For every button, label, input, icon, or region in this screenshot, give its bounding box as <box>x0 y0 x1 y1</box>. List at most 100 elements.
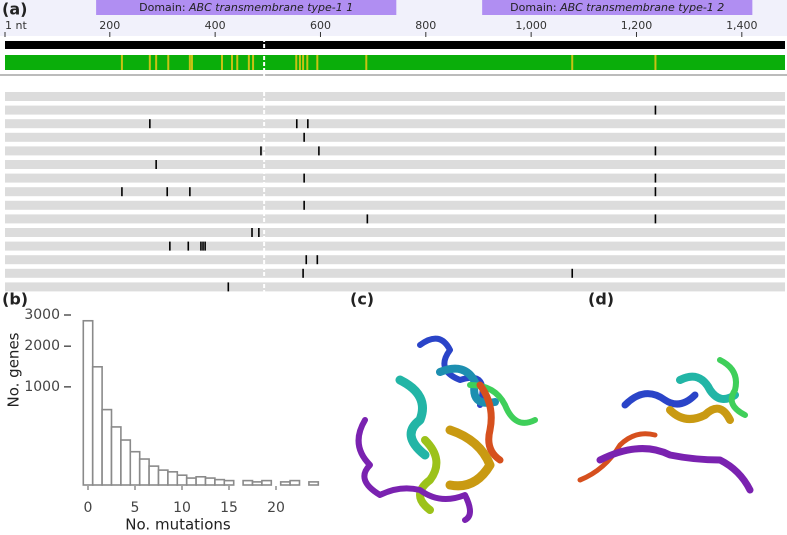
variable-site <box>155 55 158 70</box>
track-row <box>5 132 785 142</box>
variable-site <box>247 55 250 70</box>
panel-label: (d) <box>588 290 614 309</box>
x-tick-label: 1,000 <box>515 19 547 32</box>
variable-site <box>190 55 193 70</box>
helix <box>621 390 699 409</box>
hist-bar <box>82 319 94 486</box>
hist-bar <box>289 479 301 486</box>
mutation <box>200 241 202 251</box>
mutation <box>169 241 171 251</box>
variable-site <box>298 55 301 70</box>
variable-site <box>571 55 574 70</box>
x-tick-label: 800 <box>415 19 436 32</box>
track-row <box>5 255 785 265</box>
helix <box>445 425 495 491</box>
variable-site <box>295 55 298 70</box>
track-row <box>5 214 785 224</box>
variable-site <box>230 55 233 70</box>
x-tick-label: 0 <box>84 500 93 516</box>
hist-bar <box>214 478 226 486</box>
mutation <box>654 187 657 197</box>
domain-name: ABC transmembrane type-1 2 <box>559 1 724 14</box>
variable-site <box>302 55 305 70</box>
mutation <box>258 228 260 237</box>
variable-site <box>365 55 368 70</box>
mutation <box>204 241 206 251</box>
variable-site <box>188 55 191 70</box>
mutation <box>251 228 253 237</box>
helix <box>416 436 441 514</box>
hist-bar <box>138 458 150 486</box>
track-row <box>5 173 785 183</box>
y-tick-label: 1000 <box>24 379 60 395</box>
track-row <box>5 146 785 156</box>
mutation <box>202 241 204 251</box>
mutation <box>303 173 305 183</box>
variable-site <box>148 55 151 70</box>
hist-bar <box>157 469 169 486</box>
track-row <box>5 119 785 129</box>
hist-bar <box>204 477 216 486</box>
y-tick-label: 3000 <box>24 307 60 323</box>
panel-label: (b) <box>2 290 28 309</box>
mutation <box>155 160 157 169</box>
variable-site <box>316 55 319 70</box>
mutation <box>654 173 657 183</box>
x-tick-label: 400 <box>205 19 226 32</box>
hist-bar <box>223 479 235 486</box>
helix <box>395 375 430 460</box>
hist-bar <box>120 439 132 486</box>
variable-site <box>167 55 170 70</box>
domain-label: Domain: ABC transmembrane type-1 1 <box>139 1 353 14</box>
track-row <box>5 228 785 237</box>
hist-bar <box>261 479 273 486</box>
structure-d <box>577 357 754 494</box>
track-row <box>5 187 785 197</box>
x-tick-label: 1,400 <box>726 19 758 32</box>
x-tick-label: 600 <box>310 19 331 32</box>
hist-bar <box>148 465 160 486</box>
track-row <box>5 282 785 292</box>
helix <box>577 431 658 483</box>
track-row <box>5 268 785 278</box>
helix <box>676 372 739 403</box>
y-axis-label: No. genes <box>5 332 23 407</box>
helix <box>436 364 499 407</box>
x-tick-label: 1 nt <box>5 19 27 32</box>
mutation <box>260 146 262 156</box>
hist-bar <box>279 481 291 486</box>
x-tick-label: 10 <box>173 500 191 516</box>
hist-bar <box>308 481 320 486</box>
variable-site <box>306 55 309 70</box>
domain-prefix: Domain: <box>510 1 556 14</box>
hist-bar <box>91 366 103 486</box>
conservation-bar <box>5 55 785 70</box>
hist-bar <box>195 475 207 486</box>
x-axis-label: No. mutations <box>125 516 231 534</box>
hist-bar <box>242 479 254 486</box>
track-row <box>5 160 785 169</box>
x-tick-label: 1,200 <box>621 19 653 32</box>
x-tick-label: 20 <box>267 500 285 516</box>
track-row <box>5 105 785 115</box>
helix <box>666 404 734 424</box>
hist-bar <box>251 481 263 486</box>
variable-site <box>120 55 123 70</box>
mutation <box>166 187 169 197</box>
mutation <box>307 119 309 129</box>
hist-bar <box>167 471 179 486</box>
variable-site <box>220 55 223 70</box>
mutation <box>366 214 369 224</box>
x-tick-label: 5 <box>131 500 140 516</box>
mutation <box>189 187 191 197</box>
mutation <box>318 146 320 156</box>
variable-site <box>654 55 657 70</box>
mutation <box>149 119 151 129</box>
domain-box <box>96 0 397 15</box>
variable-site <box>252 55 255 70</box>
hist-bar <box>110 426 122 486</box>
x-tick-label: 200 <box>99 19 120 32</box>
mutation <box>316 255 319 265</box>
helix <box>717 357 748 418</box>
mutation <box>187 241 190 251</box>
